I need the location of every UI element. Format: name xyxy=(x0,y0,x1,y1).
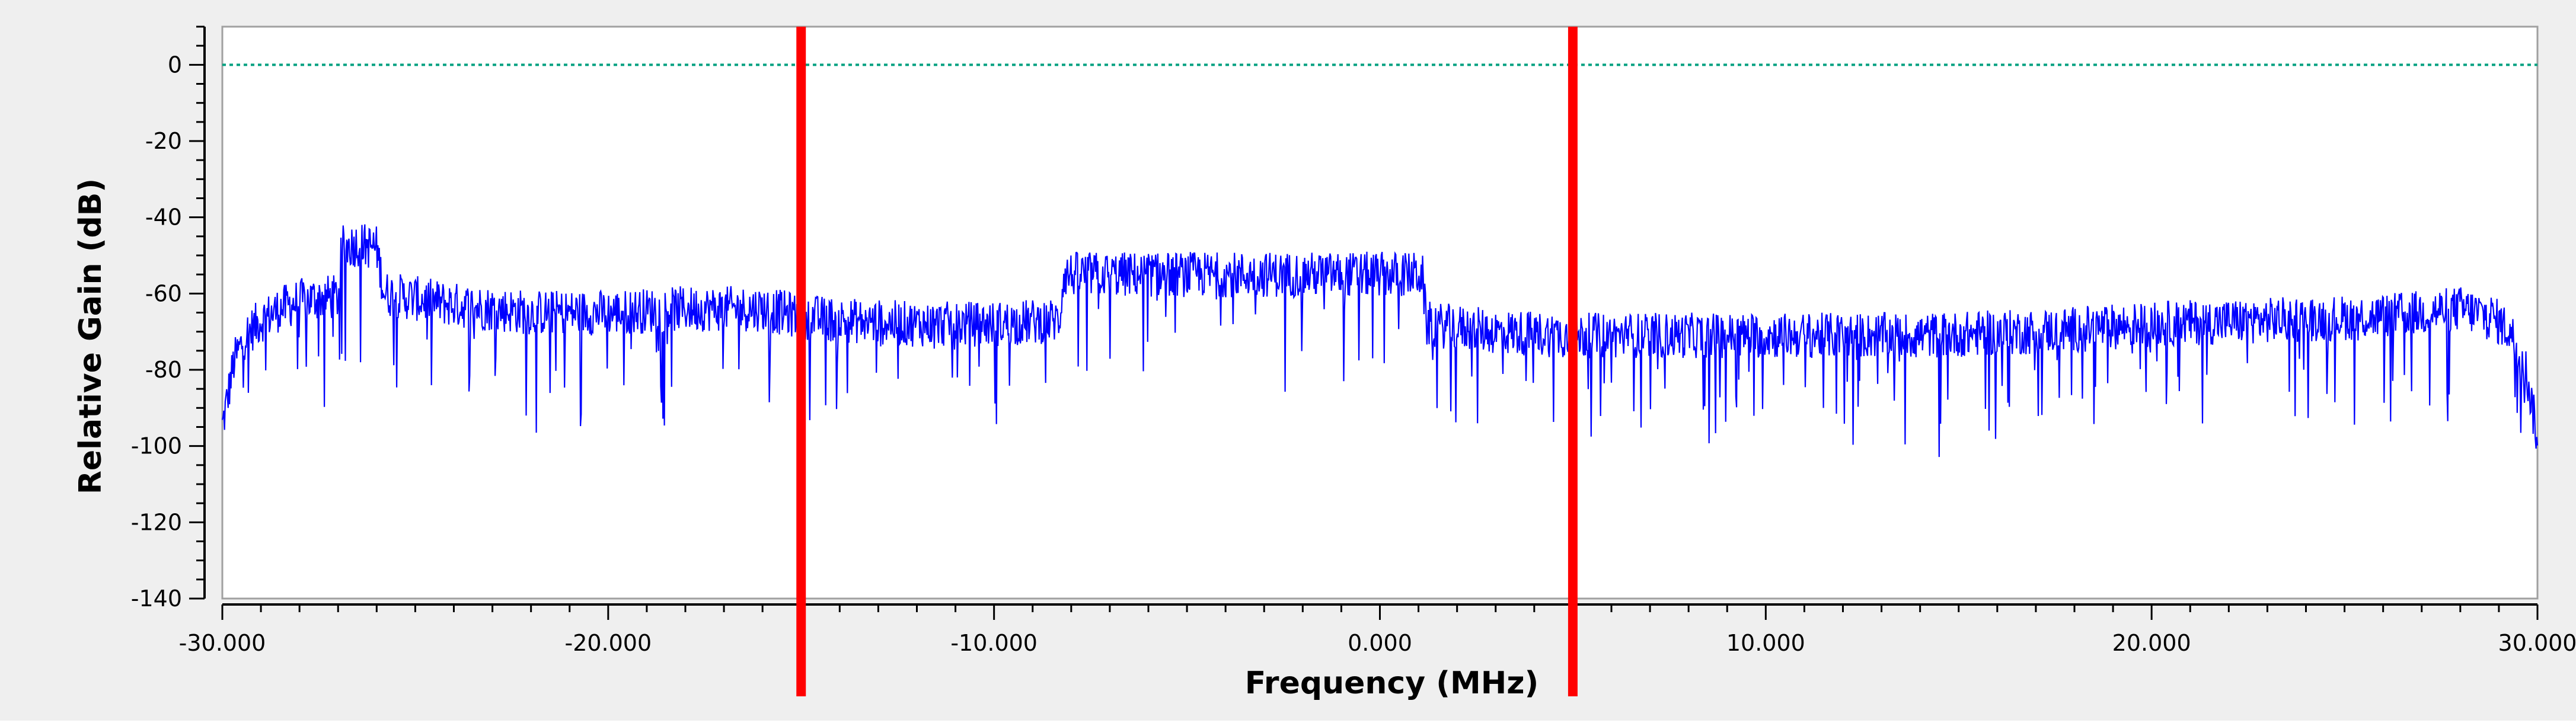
x-tick-label: 10.000 xyxy=(1726,630,1805,656)
y-tick-label: -20 xyxy=(145,128,182,154)
y-tick-label: -40 xyxy=(145,204,182,231)
x-tick-label: 20.000 xyxy=(2112,630,2191,656)
y-tick-label: -100 xyxy=(131,433,182,459)
y-tick-label: -140 xyxy=(131,586,182,612)
y-tick-label: -80 xyxy=(145,357,182,383)
frequency-markers xyxy=(796,27,1578,696)
y-axis-title: Relative Gain (dB) xyxy=(73,178,108,494)
x-tick-label: -30.000 xyxy=(179,630,266,656)
x-tick-labels: -30.000 -20.000 -10.000 0.000 10.000 20.000 30… xyxy=(179,630,2576,656)
y-tick-label: -120 xyxy=(131,509,182,535)
x-tick-label: 0.000 xyxy=(1348,630,1412,656)
x-tick-label: -20.000 xyxy=(564,630,652,656)
x-axis-title: Frequency (MHz) xyxy=(1245,666,1539,701)
y-tick-labels: 0 -20 -40 -60 -80 -100 -120 -140 xyxy=(131,52,182,612)
axis-ticks xyxy=(189,25,2539,620)
y-tick-label: -60 xyxy=(145,280,182,306)
x-tick-label: -10.000 xyxy=(950,630,1038,656)
x-tick-label: 30.000 xyxy=(2498,630,2576,656)
spectrum-trace xyxy=(221,224,2539,458)
y-tick-label: 0 xyxy=(168,52,182,78)
